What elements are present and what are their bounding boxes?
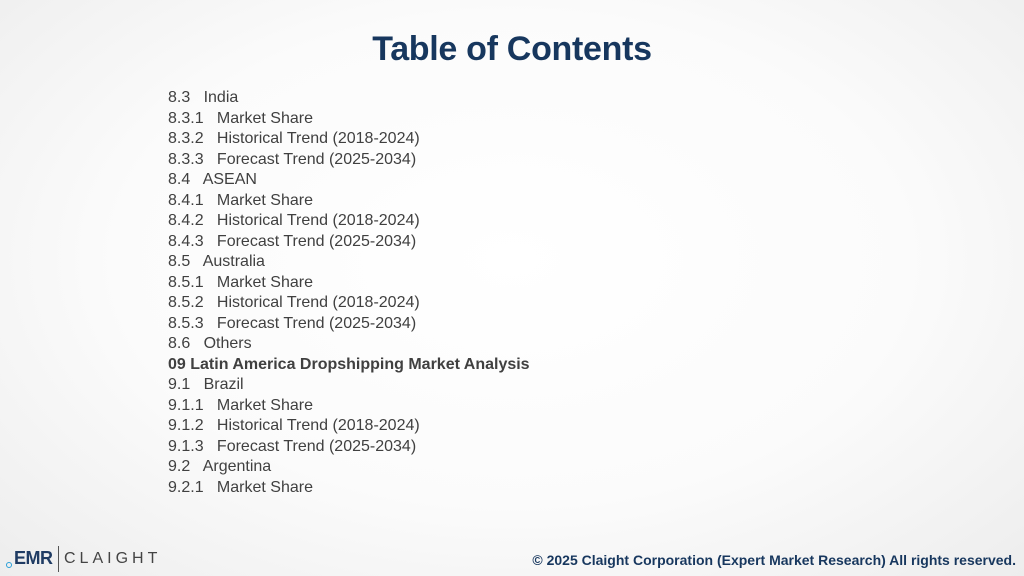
toc-item: 9.1.1 Market Share [168,396,313,414]
toc-item: 8.4.2 Historical Trend (2018-2024) [168,212,420,229]
page-title: Table of Contents [372,30,652,68]
toc-item: 8.5 Australia [168,253,265,270]
toc-item: 8.4.3 Forecast Trend (2025-2034) [168,232,417,250]
toc-item: 9.1.3 Forecast Trend (2025-2034) [168,437,417,455]
toc-item: 8.5.1 Market Share [168,273,313,291]
toc-item: 8.3.3 Forecast Trend (2025-2034) [168,150,417,168]
toc-item: 9.1.2 Historical Trend (2018-2024) [168,417,420,434]
toc-item: 8.3.1 Market Share [168,109,313,127]
toc-item: 9.2 Argentina [168,458,272,475]
toc-item: 8.4 ASEAN [168,171,257,188]
toc-item: 8.5.2 Historical Trend (2018-2024) [168,294,420,311]
toc-item: 8.3.2 Historical Trend (2018-2024) [168,130,420,147]
logo-emr-text: EMR [14,548,53,568]
toc-item: 9.1 Brazil [168,376,244,393]
toc-item: 8.6 Others [168,335,252,352]
toc-item: 8.4.1 Market Share [168,191,313,209]
toc-item: 8.5.3 Forecast Trend (2025-2034) [168,314,417,332]
logo-dot-icon [6,562,12,568]
table-of-contents: 8.3 India 8.3.1 Market Share 8.3.2 Histori… [168,88,530,498]
toc-item: 9.2.1 Market Share [168,478,313,496]
logo-claight-text: CLAIGHT [64,550,162,567]
toc-section-heading: 09 Latin America Dropshipping Market Ana… [168,355,530,373]
company-logo: EMR CLAIGHT [6,544,157,574]
copyright-footer: © 2025 Claight Corporation (Expert Marke… [532,552,1016,568]
logo-divider [58,546,59,572]
toc-item: 8.3 India [168,89,239,106]
